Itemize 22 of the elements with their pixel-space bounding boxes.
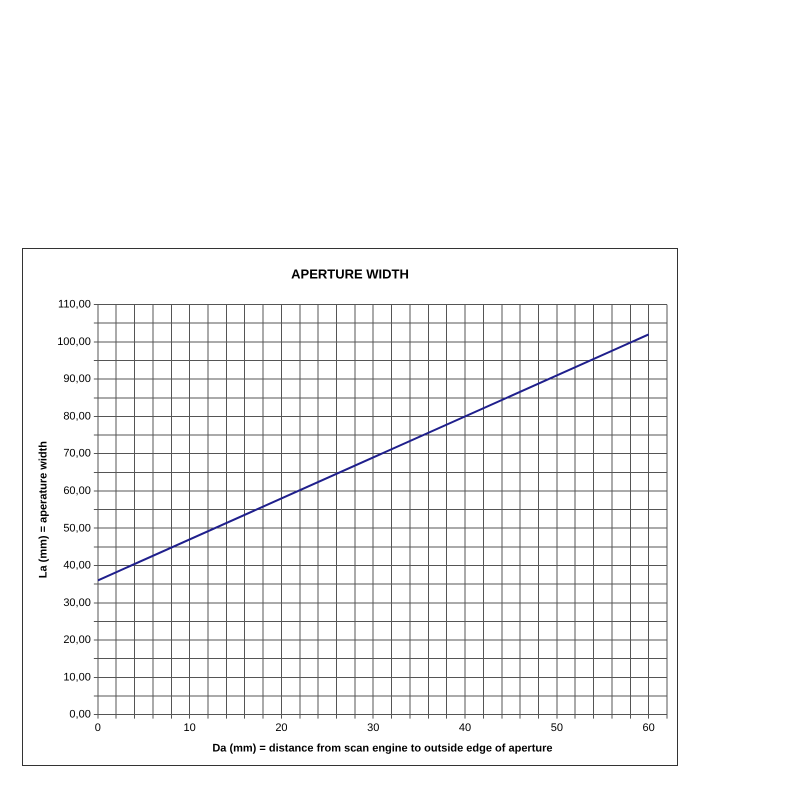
y-tick-label: 90,00 bbox=[63, 373, 91, 386]
chart-title: APERTURE WIDTH bbox=[291, 266, 409, 282]
y-tick-label: 50,00 bbox=[63, 522, 91, 534]
y-axis-title: La (mm) = aperature width bbox=[38, 440, 50, 578]
x-tick-label: 0 bbox=[94, 722, 101, 734]
x-tick-label: 60 bbox=[642, 722, 655, 734]
x-tick-label: 40 bbox=[458, 722, 472, 734]
x-tick-label: 20 bbox=[275, 722, 288, 734]
x-tick-label: 50 bbox=[550, 722, 563, 734]
x-tick-label: 10 bbox=[184, 722, 196, 734]
y-tick-label: 110,00 bbox=[58, 298, 91, 311]
y-tick-label: 80,00 bbox=[63, 410, 91, 422]
x-axis-title: Da (mm) = distance from scan engine to outside edge of aperture bbox=[212, 742, 552, 754]
y-tick-label: 100,00 bbox=[57, 336, 91, 348]
y-tick-label: 30,00 bbox=[63, 596, 91, 609]
y-tick-label: 10,00 bbox=[63, 671, 91, 684]
y-tick-label: 40,00 bbox=[63, 560, 91, 572]
y-tick-label: 20,00 bbox=[63, 634, 91, 646]
y-tick-label: 0,00 bbox=[69, 708, 91, 721]
x-tick-label: 30 bbox=[367, 722, 380, 734]
y-tick-label: 70,00 bbox=[63, 448, 91, 460]
y-tick-label: 60,00 bbox=[63, 484, 91, 497]
